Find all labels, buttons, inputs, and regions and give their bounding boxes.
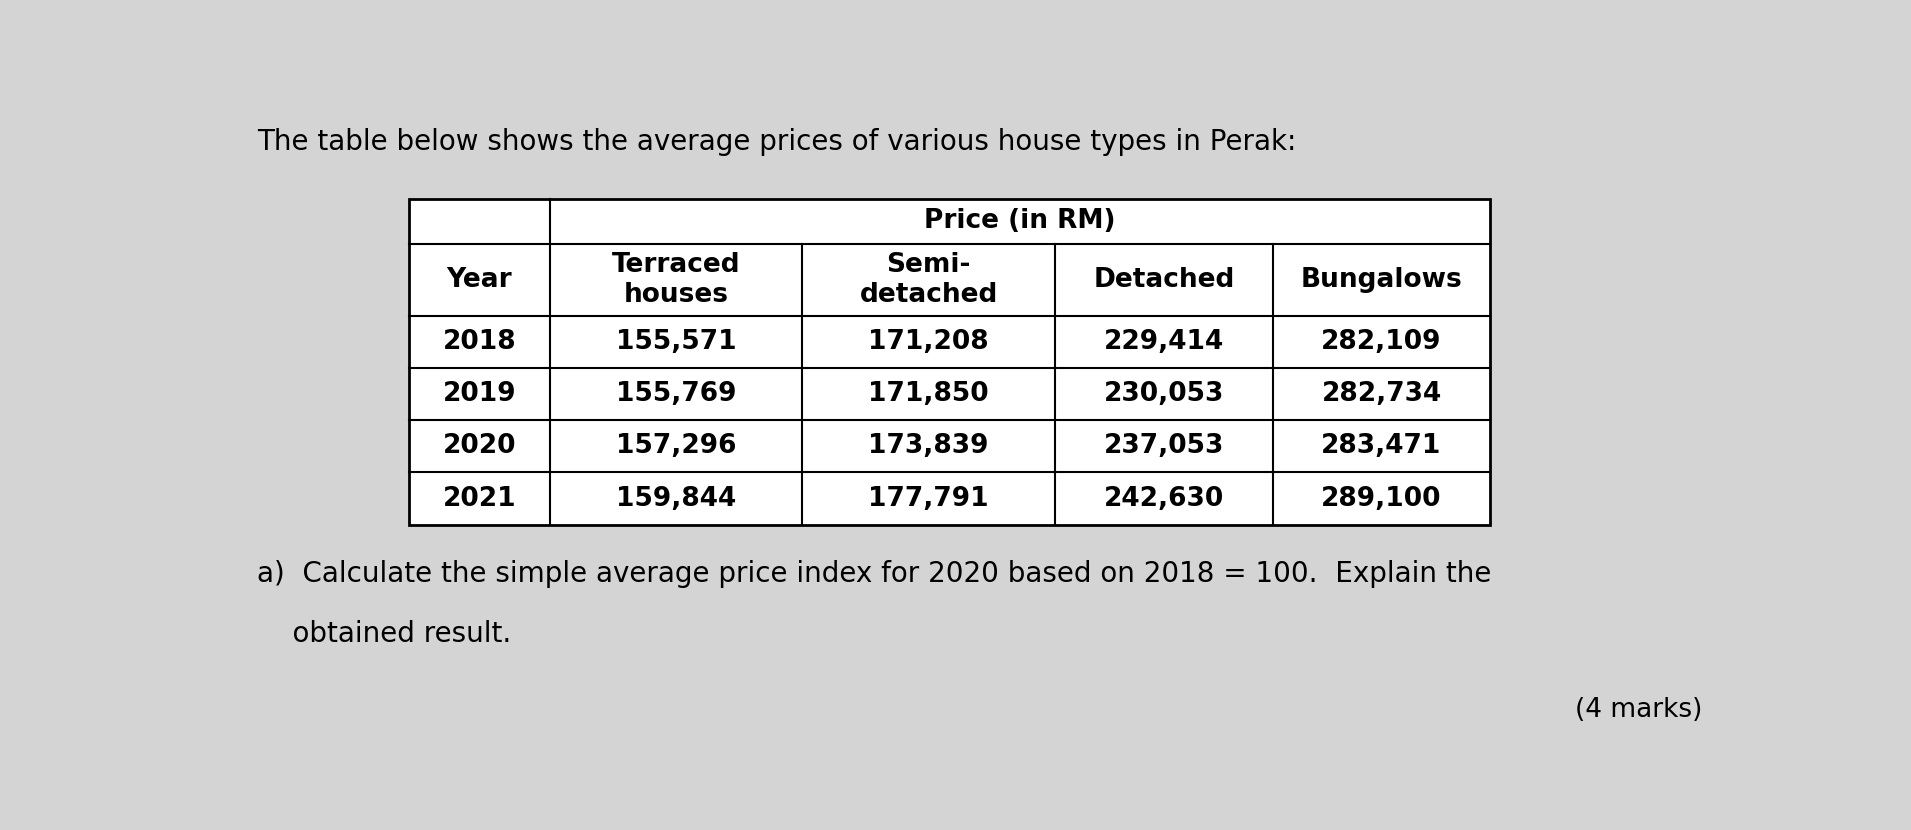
Text: Bungalows: Bungalows	[1301, 267, 1462, 293]
Text: 2020: 2020	[443, 433, 516, 459]
Text: obtained result.: obtained result.	[256, 621, 510, 648]
Text: Terraced
houses: Terraced houses	[612, 252, 740, 308]
Text: Detached: Detached	[1093, 267, 1235, 293]
Text: 2018: 2018	[443, 329, 516, 355]
Text: 282,109: 282,109	[1321, 329, 1441, 355]
Text: Year: Year	[447, 267, 512, 293]
Text: 289,100: 289,100	[1321, 486, 1441, 511]
Text: 177,791: 177,791	[868, 486, 990, 511]
Text: 237,053: 237,053	[1105, 433, 1225, 459]
Text: Semi-
detached: Semi- detached	[860, 252, 998, 308]
Text: 282,734: 282,734	[1321, 381, 1441, 408]
Text: 157,296: 157,296	[615, 433, 736, 459]
Text: 283,471: 283,471	[1321, 433, 1441, 459]
Text: Price (in RM): Price (in RM)	[925, 208, 1116, 235]
Text: a)  Calculate the simple average price index for 2020 based on 2018 = 100.  Expl: a) Calculate the simple average price in…	[256, 559, 1491, 588]
Text: 159,844: 159,844	[615, 486, 736, 511]
Text: 2019: 2019	[443, 381, 516, 408]
Text: 171,850: 171,850	[868, 381, 990, 408]
Text: 2021: 2021	[443, 486, 516, 511]
Text: 230,053: 230,053	[1105, 381, 1225, 408]
Text: 229,414: 229,414	[1105, 329, 1225, 355]
Text: 242,630: 242,630	[1105, 486, 1225, 511]
Text: The table below shows the average prices of various house types in Perak:: The table below shows the average prices…	[256, 129, 1296, 156]
Text: 155,571: 155,571	[615, 329, 736, 355]
Text: 173,839: 173,839	[868, 433, 990, 459]
Text: 155,769: 155,769	[615, 381, 736, 408]
Text: (4 marks): (4 marks)	[1575, 696, 1703, 723]
Text: 171,208: 171,208	[868, 329, 990, 355]
